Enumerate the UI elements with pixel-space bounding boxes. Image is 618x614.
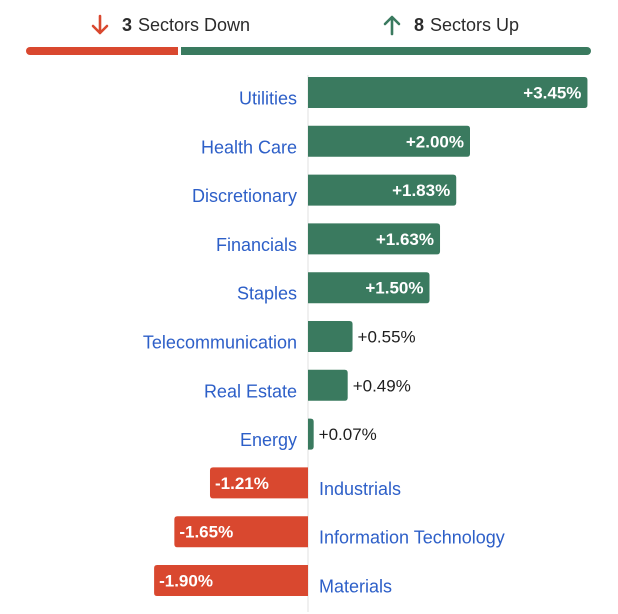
sectors-down-bar xyxy=(26,47,178,55)
value-label: -1.90% xyxy=(159,572,213,591)
category-label: Utilities xyxy=(239,89,297,109)
bar-real-estate xyxy=(308,369,348,401)
sectors-up-count: 8 xyxy=(414,14,425,35)
bar-financials xyxy=(308,223,441,255)
sectors-down-count: 3 xyxy=(122,14,133,35)
category-label: Telecommunication xyxy=(143,333,297,353)
category-label: Energy xyxy=(240,430,297,450)
bar-telecommunication xyxy=(308,321,353,352)
value-label: +0.55% xyxy=(358,328,416,347)
sectors-down-summary: 3 Sectors Down xyxy=(90,10,250,40)
value-label: +1.63% xyxy=(376,230,434,249)
category-label: Materials xyxy=(319,577,392,597)
category-label: Financials xyxy=(216,235,297,255)
bar-industrials xyxy=(209,467,308,499)
value-label: +0.49% xyxy=(353,376,411,395)
bar-information-technology xyxy=(174,516,308,548)
sectors-down-label: Sectors Down xyxy=(138,14,251,35)
category-label: Staples xyxy=(237,284,297,304)
value-label: +3.45% xyxy=(523,84,581,103)
value-label: +1.50% xyxy=(365,279,423,298)
category-label: Information Technology xyxy=(319,528,505,548)
value-label: +2.00% xyxy=(406,132,464,151)
value-label: +0.07% xyxy=(319,425,377,444)
bar-materials xyxy=(154,565,308,596)
sectors-up-summary: 8 Sectors Up xyxy=(382,10,519,40)
bar-health-care xyxy=(308,125,470,157)
category-label: Real Estate xyxy=(204,381,297,401)
bar-discretionary xyxy=(308,174,457,206)
arrow-down-icon xyxy=(91,14,109,35)
category-label: Discretionary xyxy=(192,186,297,206)
sectors-up-bar xyxy=(181,47,591,55)
category-label: Health Care xyxy=(201,137,297,157)
value-label: -1.21% xyxy=(215,474,269,493)
category-label: Industrials xyxy=(319,479,401,499)
value-label: +1.83% xyxy=(392,181,450,200)
bar-energy xyxy=(308,418,314,450)
bar-staples xyxy=(308,272,430,304)
value-label: -1.65% xyxy=(179,523,233,542)
sectors-up-label: Sectors Up xyxy=(430,14,520,35)
arrow-up-icon xyxy=(383,15,401,36)
bar-utilities xyxy=(308,77,588,108)
